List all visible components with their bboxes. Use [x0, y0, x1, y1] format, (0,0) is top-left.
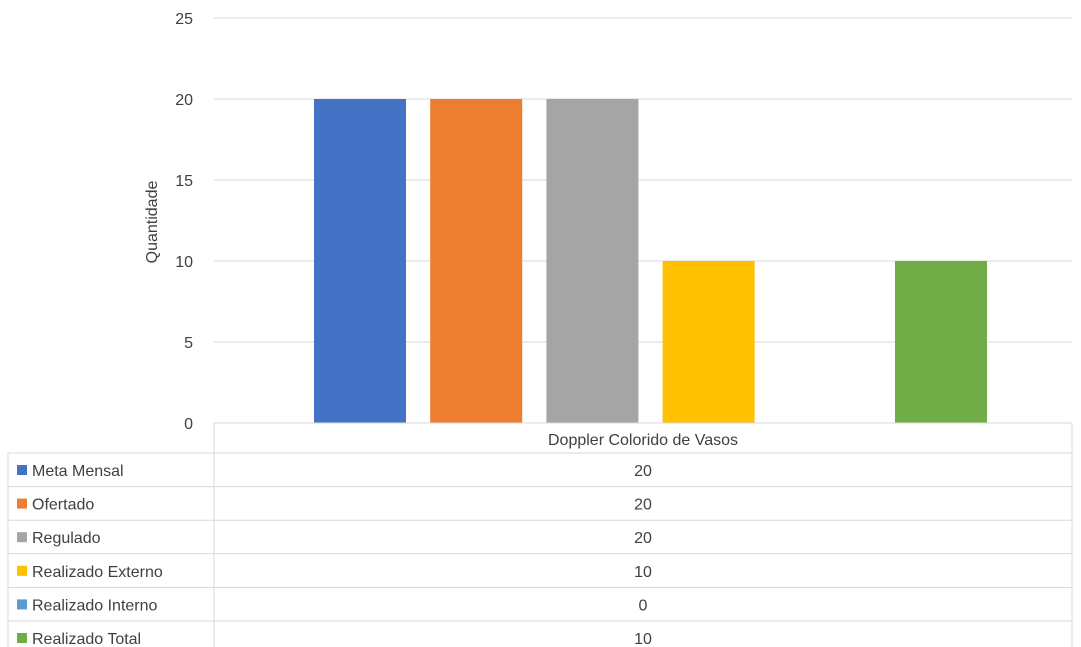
legend-swatch-realizado-total [17, 633, 27, 643]
bar-realizado-externo [662, 261, 755, 423]
table-value-realizado-total: 10 [634, 631, 652, 647]
bars [314, 99, 987, 423]
y-tick-label: 10 [175, 254, 193, 271]
y-tick-label: 20 [175, 92, 193, 109]
data-table: Doppler Colorido de Vasos Meta Mensal 20 Of… [7, 422, 1073, 647]
bar-meta-mensal [314, 99, 406, 423]
legend-label-realizado-externo: Realizado Externo [32, 564, 163, 581]
legend-label-realizado-total: Realizado Total [32, 631, 141, 647]
table-value-regulado: 20 [634, 530, 652, 547]
x-category-label: Doppler Colorido de Vasos [548, 432, 738, 449]
legend-label-realizado-interno: Realizado Interno [32, 597, 158, 614]
legend-label-ofertado: Ofertado [32, 497, 94, 514]
bar-regulado [546, 99, 639, 423]
y-axis-title: Quantidade [144, 181, 161, 264]
table-value-ofertado: 20 [634, 497, 652, 514]
bar-realizado-total [895, 261, 987, 423]
bar-ofertado [430, 99, 523, 423]
y-axis-ticks: 0 5 10 15 20 25 [175, 11, 193, 433]
legend-swatch-regulado [17, 532, 27, 543]
legend-swatch-ofertado [17, 498, 27, 509]
table-value-meta-mensal: 20 [634, 463, 652, 480]
legend-swatch-realizado-externo [17, 565, 27, 576]
y-tick-label: 5 [184, 335, 193, 352]
y-tick-label: 0 [184, 416, 193, 433]
table-value-realizado-interno: 0 [639, 597, 648, 614]
legend-label-meta-mensal: Meta Mensal [32, 463, 124, 480]
table-value-realizado-externo: 10 [634, 564, 652, 581]
y-tick-label: 15 [175, 173, 193, 190]
legend-swatch-realizado-interno [17, 599, 27, 610]
y-tick-label: 25 [175, 11, 193, 28]
legend-label-regulado: Regulado [32, 530, 101, 547]
legend-swatch-meta-mensal [17, 465, 27, 475]
